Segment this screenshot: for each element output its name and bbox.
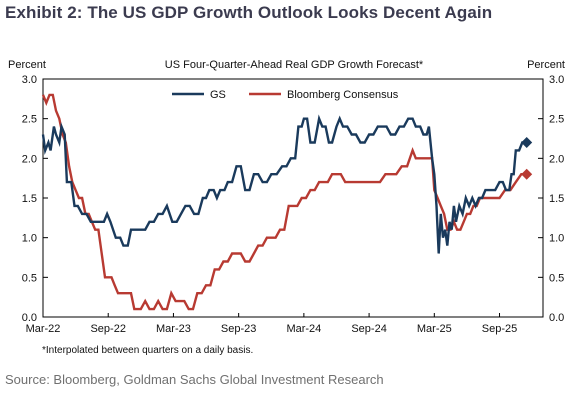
y-tick-label-left: 1.5 bbox=[22, 193, 37, 205]
x-tick-label: Sep-23 bbox=[221, 323, 256, 335]
footnote: *Interpolated between quarters on a dail… bbox=[42, 345, 254, 356]
y-tick-label-left: 3.0 bbox=[22, 74, 37, 86]
chart-title: US Four-Quarter-Ahead Real GDP Growth Fo… bbox=[165, 59, 424, 71]
y-tick-label-right: 0.0 bbox=[549, 312, 564, 324]
legend: GS Bloomberg Consensus bbox=[172, 89, 399, 101]
y-tick-label-left: 1.0 bbox=[22, 233, 37, 245]
axis-ticks: 0.0 0.0 0.5 0.5 1.0 1.0 1.5 1.5 2.0 2.0 2.5 2.5 3.0 3… bbox=[22, 74, 565, 335]
y-tick-label-left: 2.0 bbox=[22, 153, 37, 165]
y-axis-label-left: Percent bbox=[8, 59, 46, 71]
x-tick-label: Sep-22 bbox=[90, 323, 125, 335]
y-tick-label-right: 2.5 bbox=[549, 114, 564, 126]
exhibit-title: Exhibit 2: The US GDP Growth Outlook Loo… bbox=[5, 3, 493, 22]
legend-label-bloomberg: Bloomberg Consensus bbox=[287, 89, 399, 101]
y-tick-label-right: 1.0 bbox=[549, 233, 564, 245]
series-line-gs bbox=[41, 114, 525, 254]
x-tick-label: Sep-24 bbox=[351, 323, 386, 335]
x-tick-label: Mar-23 bbox=[156, 323, 191, 335]
y-tick-label-right: 3.0 bbox=[549, 74, 564, 86]
end-marker-bloomberg bbox=[521, 168, 533, 180]
y-axis-label-right: Percent bbox=[527, 59, 565, 71]
x-tick-label: Mar-22 bbox=[26, 323, 61, 335]
x-tick-label: Mar-25 bbox=[417, 323, 452, 335]
y-tick-label-left: 0.5 bbox=[22, 272, 37, 284]
y-tick-label-right: 2.0 bbox=[549, 153, 564, 165]
y-tick-label-left: 2.5 bbox=[22, 114, 37, 126]
series-line-bloomberg bbox=[41, 93, 525, 311]
end-marker-gs bbox=[521, 136, 533, 148]
y-tick-label-right: 1.5 bbox=[549, 193, 564, 205]
x-tick-label: Mar-24 bbox=[286, 323, 321, 335]
source-note: Source: Bloomberg, Goldman Sachs Global … bbox=[5, 372, 384, 387]
legend-label-gs: GS bbox=[210, 89, 226, 101]
x-tick-label: Sep-25 bbox=[482, 323, 517, 335]
plot-frame bbox=[42, 78, 544, 318]
y-tick-label-right: 0.5 bbox=[549, 272, 564, 284]
y-tick-label-left: 0.0 bbox=[22, 312, 37, 324]
series-layer bbox=[41, 93, 533, 311]
